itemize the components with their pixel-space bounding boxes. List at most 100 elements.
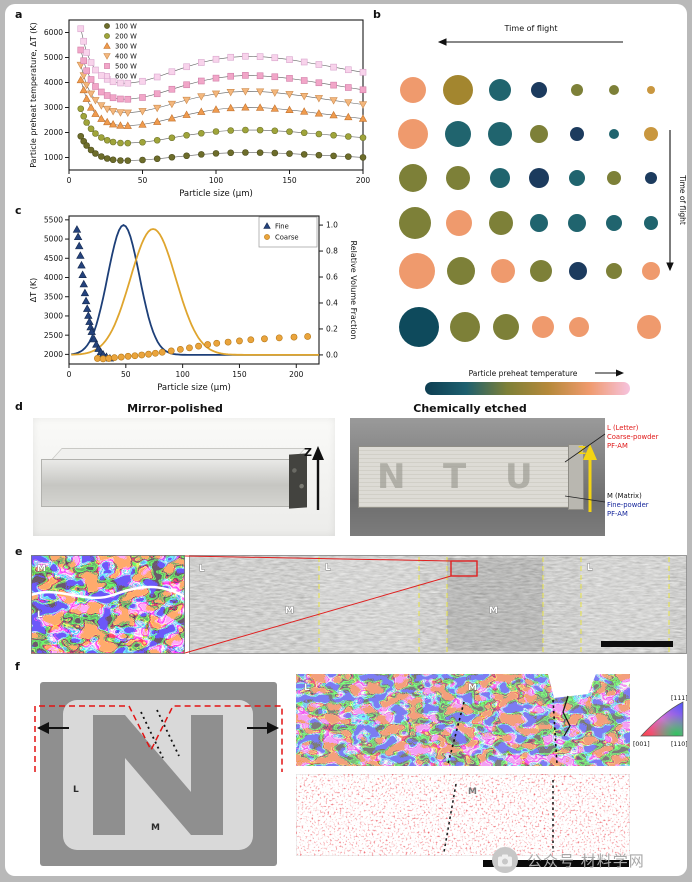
metal-bar-face bbox=[41, 459, 293, 507]
svg-text:2500: 2500 bbox=[44, 331, 63, 340]
chart-particle-preheat-vs-size: 0 50 100 150 200 1000 2000 3000 4000 5000 6000 Part… bbox=[29, 19, 371, 199]
svg-text:3000: 3000 bbox=[44, 312, 63, 321]
panel-d: d Mirror-polished Chemically etched Z N … bbox=[5, 400, 687, 545]
photo-mirror-polished: Z bbox=[33, 418, 335, 536]
etched-letter: N bbox=[377, 457, 406, 497]
svg-text:50: 50 bbox=[121, 370, 131, 379]
photo-chemically-etched: N T U Z bbox=[350, 418, 605, 536]
ipf-001-label: [001] bbox=[633, 741, 650, 748]
bubble-particle-temperature-map: Time of flight Time of flight Particle pre… bbox=[398, 24, 687, 395]
photo-title-mirror: Mirror-polished bbox=[127, 402, 223, 415]
svg-text:300 W: 300 W bbox=[115, 42, 137, 50]
svg-text:1000: 1000 bbox=[44, 153, 63, 162]
panel-e: e M L L M L M L bbox=[5, 545, 687, 660]
svg-text:Coarse: Coarse bbox=[275, 233, 299, 241]
z-axis-label: Z bbox=[578, 444, 586, 457]
svg-text:0: 0 bbox=[67, 370, 72, 379]
annotation-line: L (Letter) bbox=[607, 424, 639, 432]
notch-cutout bbox=[548, 674, 596, 698]
watermark-text: 公众号 材料学网 bbox=[527, 851, 645, 870]
svg-text:4500: 4500 bbox=[44, 254, 63, 263]
tension-arrow-left bbox=[37, 722, 49, 734]
svg-text:600 W: 600 W bbox=[115, 72, 137, 80]
svg-text:150: 150 bbox=[232, 370, 247, 379]
etched-bar: N T U bbox=[358, 446, 570, 508]
region-label-m: M bbox=[489, 606, 498, 616]
annotation-line: M (Matrix) bbox=[607, 492, 642, 500]
scale-bar bbox=[483, 860, 629, 867]
svg-text:0.0: 0.0 bbox=[326, 351, 338, 360]
region-label-m: M bbox=[37, 564, 46, 574]
annotation-line: PF-AM bbox=[607, 441, 628, 450]
region-label-m: M bbox=[468, 787, 477, 797]
panel-d-label: d bbox=[15, 400, 23, 413]
letter-region bbox=[581, 558, 669, 651]
svg-text:100: 100 bbox=[209, 176, 224, 185]
ipf-111-label: [111] bbox=[671, 695, 687, 702]
svg-text:ΔT (K): ΔT (K) bbox=[29, 278, 38, 302]
boundary-dotted-lines bbox=[443, 780, 554, 853]
scale-bar bbox=[601, 641, 673, 647]
ipf-110-label: [110] bbox=[671, 741, 687, 748]
z-axis-arrow-etched: Z bbox=[578, 444, 597, 512]
z-axis-label: Z bbox=[304, 446, 312, 459]
svg-text:3500: 3500 bbox=[44, 292, 63, 301]
clamp-outline-dashed bbox=[34, 705, 283, 772]
svg-text:0.6: 0.6 bbox=[326, 273, 338, 282]
svg-text:200 W: 200 W bbox=[115, 32, 137, 40]
region-label-m: M bbox=[285, 606, 294, 616]
kam-map: M bbox=[296, 774, 630, 856]
svg-text:Time of flight: Time of flight bbox=[504, 24, 558, 33]
svg-text:200: 200 bbox=[289, 370, 304, 379]
svg-text:0: 0 bbox=[67, 176, 72, 185]
ebsd-fracture-map: L M bbox=[296, 674, 630, 766]
svg-text:Fine: Fine bbox=[275, 222, 289, 230]
panel-c-label: c bbox=[15, 204, 22, 217]
etched-letter: T bbox=[443, 457, 467, 497]
watermark-camera-icon bbox=[492, 847, 518, 873]
letter-n-shape bbox=[93, 715, 223, 835]
svg-text:Particle size (μm): Particle size (μm) bbox=[157, 383, 231, 393]
svg-text:100 W: 100 W bbox=[115, 22, 137, 30]
letter-region bbox=[319, 558, 419, 651]
photo-title-etched: Chemically etched bbox=[413, 402, 527, 415]
sem-micrograph: L M L M L bbox=[189, 555, 687, 654]
region-label-l: L bbox=[73, 785, 79, 795]
region-label-m: M bbox=[468, 683, 477, 693]
svg-text:200: 200 bbox=[356, 176, 371, 185]
svg-text:50: 50 bbox=[138, 176, 148, 185]
annotation-line: Coarse-powder bbox=[607, 432, 659, 441]
svg-text:0.2: 0.2 bbox=[326, 325, 338, 334]
annotation-matrix-region: M (Matrix) Fine-powder PF-AM bbox=[607, 492, 687, 518]
panel-e-label: e bbox=[15, 545, 23, 558]
svg-text:Time of flight: Time of flight bbox=[678, 174, 687, 225]
svg-text:2000: 2000 bbox=[44, 128, 63, 137]
panel-f: f L M bbox=[5, 660, 687, 876]
svg-text:1.0: 1.0 bbox=[326, 221, 338, 230]
svg-text:400 W: 400 W bbox=[115, 52, 137, 60]
region-label-l: L bbox=[37, 610, 43, 620]
annotation-letter-region: L (Letter) Coarse-powder PF-AM bbox=[607, 424, 687, 450]
svg-text:Relative Volume Fraction: Relative Volume Fraction bbox=[349, 240, 358, 339]
svg-text:5500: 5500 bbox=[44, 215, 63, 224]
region-label-l: L bbox=[304, 683, 310, 693]
region-label-l: L bbox=[587, 563, 593, 573]
chart-fine-coarse-distribution: 0 50 100 150 200 2000 2500 3000 3500 4000 4500 5000… bbox=[29, 215, 358, 393]
svg-text:5000: 5000 bbox=[44, 53, 63, 62]
svg-text:Particle size (μm): Particle size (μm) bbox=[179, 189, 253, 199]
svg-text:4000: 4000 bbox=[44, 273, 63, 282]
specimen-schematic: L M bbox=[34, 682, 283, 866]
svg-text:150: 150 bbox=[282, 176, 297, 185]
svg-text:500 W: 500 W bbox=[115, 62, 137, 70]
letter-region bbox=[447, 558, 543, 651]
panel-b-label: b bbox=[373, 8, 381, 21]
figure-page: a 0 50 100 150 200 1000 2000 3000 4000 5000 6000 Pa… bbox=[5, 4, 687, 876]
svg-text:Particle preheat temperature,: Particle preheat temperature, ΔT (K) bbox=[29, 22, 38, 168]
svg-text:0.8: 0.8 bbox=[326, 247, 338, 256]
etched-letter: U bbox=[505, 457, 533, 497]
ipf-color-key: [111] [001] [110] bbox=[633, 695, 687, 748]
svg-text:3000: 3000 bbox=[44, 103, 63, 112]
region-label-m: M bbox=[151, 823, 160, 833]
svg-text:2000: 2000 bbox=[44, 350, 63, 359]
